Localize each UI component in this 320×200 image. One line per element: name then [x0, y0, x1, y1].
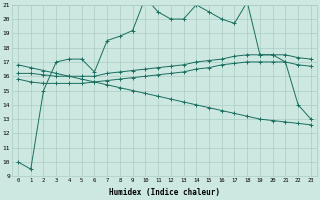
- X-axis label: Humidex (Indice chaleur): Humidex (Indice chaleur): [109, 188, 220, 197]
